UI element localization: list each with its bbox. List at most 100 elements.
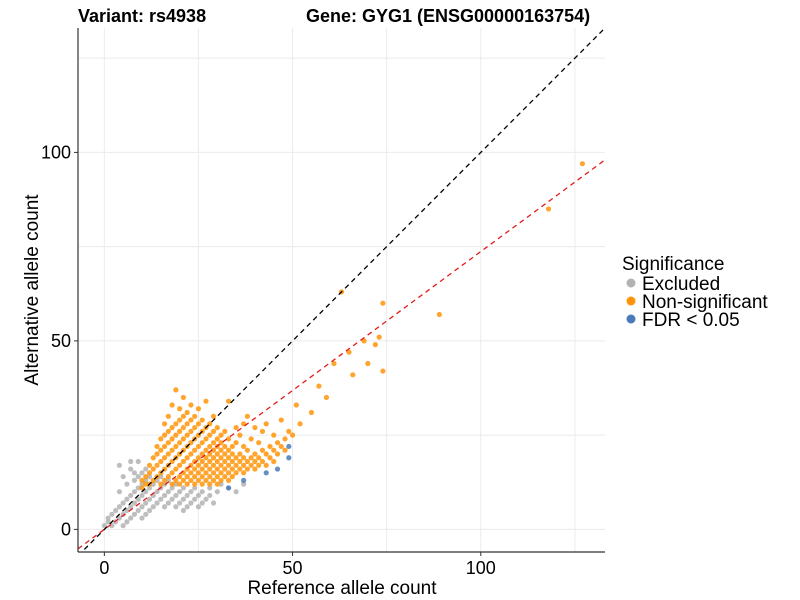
point-non-significant	[248, 455, 254, 461]
y-tick-label: 100	[41, 142, 71, 162]
point-non-significant	[267, 455, 273, 461]
point-non-significant	[180, 394, 186, 401]
point-non-significant	[180, 458, 186, 465]
point-excluded	[131, 489, 138, 495]
fit-line	[78, 159, 605, 550]
legend-label-excluded: Excluded	[642, 274, 720, 295]
grid-layer	[78, 28, 605, 552]
point-excluded	[146, 507, 153, 514]
point-non-significant	[169, 447, 175, 453]
point-excluded	[241, 481, 247, 487]
point-excluded	[203, 496, 209, 502]
point-non-significant	[199, 440, 205, 446]
point-non-significant	[199, 451, 205, 457]
point-non-significant	[233, 470, 239, 476]
point-non-significant	[203, 398, 209, 404]
point-excluded	[184, 492, 190, 499]
point-non-significant	[222, 458, 228, 465]
point-excluded	[135, 496, 141, 502]
point-non-significant	[203, 455, 209, 461]
point-excluded	[143, 466, 149, 472]
point-non-significant	[150, 455, 156, 461]
point-non-significant	[222, 428, 228, 434]
point-non-significant	[214, 424, 220, 431]
legend-label-fdr: FDR < 0.05	[642, 310, 740, 331]
point-non-significant	[214, 451, 220, 457]
point-excluded	[173, 504, 179, 510]
point-non-significant	[380, 300, 386, 306]
point-non-significant	[165, 413, 171, 419]
point-non-significant	[274, 451, 281, 457]
point-excluded	[139, 481, 145, 487]
point-non-significant	[173, 432, 179, 438]
point-non-significant	[165, 428, 171, 434]
point-excluded	[210, 500, 217, 506]
point-excluded	[131, 500, 138, 506]
point-non-significant	[241, 443, 247, 450]
point-non-significant	[218, 455, 224, 461]
point-non-significant	[154, 443, 160, 450]
point-fdr-0-05	[286, 455, 292, 461]
point-non-significant	[207, 432, 213, 438]
point-non-significant	[259, 447, 266, 453]
point-non-significant	[195, 470, 202, 476]
point-non-significant	[225, 398, 232, 404]
point-non-significant	[271, 432, 277, 438]
point-excluded	[184, 504, 190, 510]
point-excluded	[146, 474, 153, 480]
point-non-significant	[278, 417, 284, 423]
x-tick-label: 100	[466, 558, 496, 578]
point-non-significant	[214, 466, 220, 472]
point-non-significant	[286, 428, 292, 434]
point-non-significant	[210, 440, 217, 446]
point-non-significant	[173, 443, 179, 450]
point-excluded	[139, 504, 145, 510]
point-non-significant	[195, 462, 202, 468]
point-non-significant	[199, 417, 205, 423]
point-non-significant	[195, 477, 202, 483]
point-excluded	[177, 500, 183, 506]
point-non-significant	[361, 338, 367, 344]
point-non-significant	[207, 481, 213, 487]
point-non-significant	[165, 440, 171, 446]
point-non-significant	[210, 428, 217, 434]
point-excluded	[169, 496, 175, 502]
point-non-significant	[184, 481, 190, 487]
point-non-significant	[180, 424, 186, 431]
point-non-significant	[222, 466, 228, 472]
point-non-significant	[184, 409, 190, 416]
point-non-significant	[184, 474, 190, 480]
point-non-significant	[225, 447, 232, 453]
point-non-significant	[218, 462, 224, 468]
point-excluded	[124, 507, 130, 514]
point-non-significant	[184, 432, 190, 438]
point-excluded	[128, 504, 134, 510]
point-non-significant	[210, 462, 217, 468]
point-excluded	[143, 511, 149, 517]
point-excluded	[105, 515, 111, 521]
point-excluded	[177, 489, 183, 495]
point-excluded	[165, 489, 171, 495]
point-excluded	[207, 485, 213, 491]
point-non-significant	[218, 447, 224, 453]
point-excluded	[139, 492, 145, 499]
point-excluded	[199, 500, 205, 506]
point-excluded	[139, 515, 145, 521]
point-non-significant	[256, 462, 262, 468]
point-non-significant	[282, 447, 288, 453]
point-non-significant	[241, 462, 247, 468]
point-non-significant	[225, 455, 232, 461]
point-excluded	[154, 477, 160, 483]
point-non-significant	[214, 481, 220, 487]
point-excluded	[113, 507, 119, 514]
point-non-significant	[233, 455, 239, 461]
point-fdr-0-05	[241, 477, 247, 483]
point-excluded	[195, 504, 202, 510]
point-non-significant	[192, 447, 198, 453]
point-non-significant	[199, 466, 205, 472]
point-non-significant	[195, 421, 202, 427]
point-non-significant	[237, 458, 243, 465]
point-non-significant	[218, 432, 224, 438]
point-excluded	[199, 489, 205, 495]
point-non-significant	[218, 477, 224, 483]
